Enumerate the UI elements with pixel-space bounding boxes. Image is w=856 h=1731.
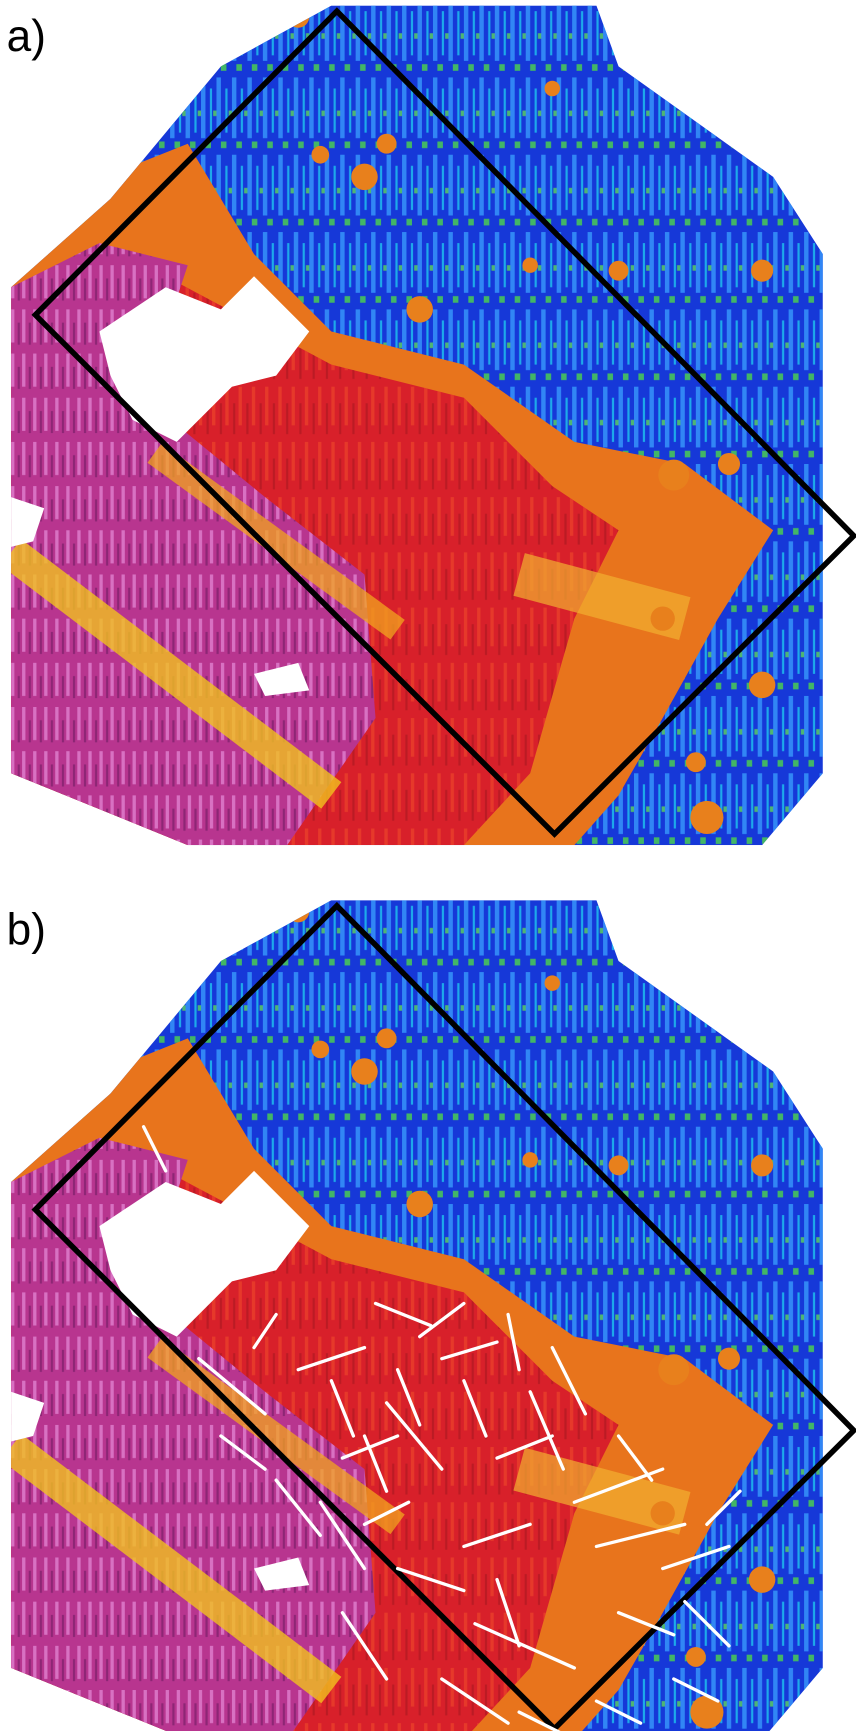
- map-b: [0, 895, 856, 1731]
- panel-a: a): [0, 0, 856, 856]
- lineaments: [141, 1125, 742, 1731]
- panel-b: b): [0, 895, 856, 1731]
- panel-label: a): [7, 12, 46, 61]
- panel-label: b): [7, 905, 46, 954]
- map-a: [0, 0, 856, 856]
